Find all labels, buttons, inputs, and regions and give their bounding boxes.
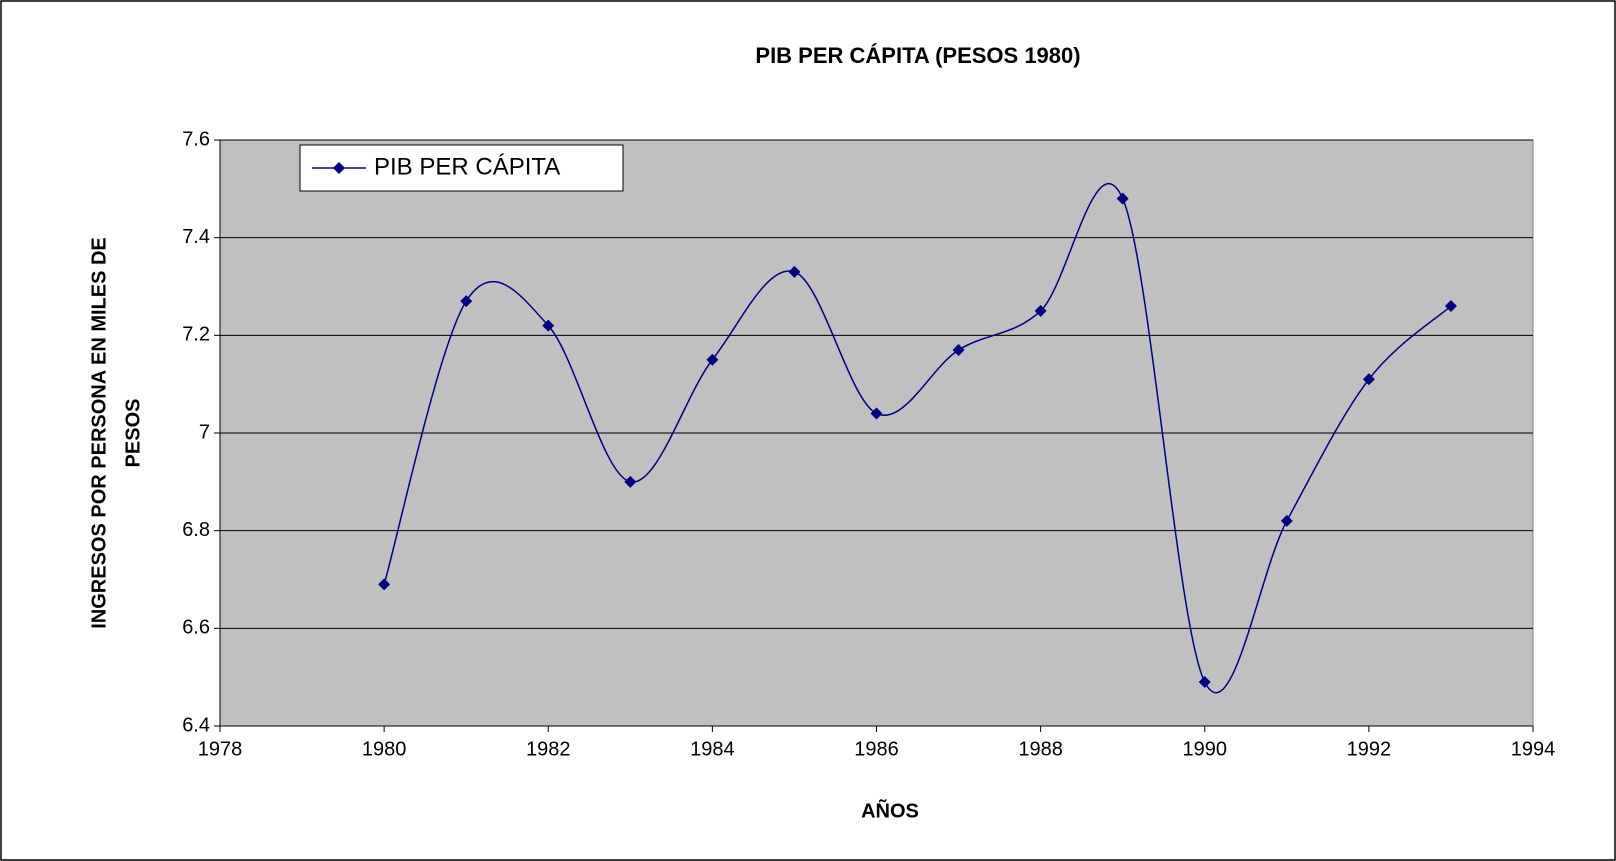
x-tick-label: 1990 [1183, 738, 1228, 760]
y-tick-label: 7.2 [182, 324, 210, 346]
x-axis-label: AÑOS [861, 799, 919, 822]
data-point [1362, 373, 1375, 386]
data-point [788, 265, 801, 278]
y-tick-label: 6.6 [182, 617, 210, 639]
x-tick-label: 1982 [526, 738, 571, 760]
x-tick-label: 1978 [198, 738, 243, 760]
data-point [1034, 304, 1047, 317]
y-tick-label: 6.8 [182, 519, 210, 541]
data-point [1116, 192, 1129, 205]
x-tick-label: 1994 [1511, 738, 1556, 760]
x-tick-label: 1986 [854, 738, 899, 760]
data-point [870, 407, 883, 420]
y-tick-label: 7.6 [182, 128, 210, 150]
data-point [542, 319, 555, 332]
data-point [952, 343, 965, 356]
data-point [706, 353, 719, 366]
x-tick-label: 1988 [1018, 738, 1063, 760]
data-point [624, 475, 637, 488]
y-tick-label: 7 [199, 421, 210, 443]
x-tick-label: 1984 [690, 738, 735, 760]
legend-label: PIB PER CÁPITA [374, 153, 560, 180]
data-point [460, 295, 473, 308]
y-axis-label-line: PESOS [122, 399, 144, 468]
data-point [1444, 300, 1457, 313]
legend-marker [333, 162, 345, 174]
data-point [378, 578, 391, 591]
y-axis-label-line: INGRESOS POR PERSONA EN MILES DE [88, 237, 110, 629]
data-point [1280, 514, 1293, 527]
y-axis-label: INGRESOS POR PERSONA EN MILES DE PESOS [88, 237, 144, 629]
data-line [383, 182, 1452, 694]
x-tick-label: 1992 [1347, 738, 1392, 760]
x-tick-label: 1980 [362, 738, 407, 760]
chart-title: PIB PER CÁPITA (PESOS 1980) [755, 43, 1080, 68]
y-tick-label: 6.4 [182, 714, 210, 736]
y-tick-label: 7.4 [182, 226, 210, 248]
data-point [1198, 676, 1211, 689]
